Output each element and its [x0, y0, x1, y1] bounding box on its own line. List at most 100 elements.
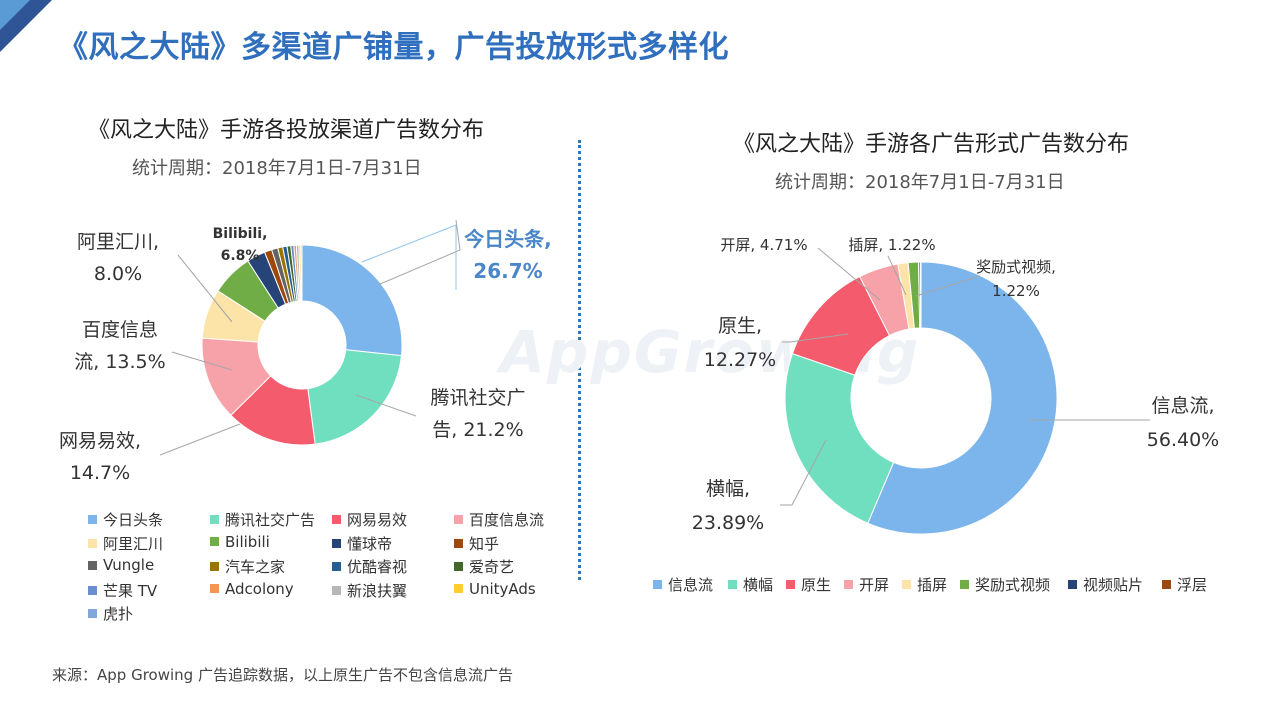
chart1-legend-label-4: 阿里汇川 — [103, 534, 164, 553]
chart2-legend-swatch-3 — [844, 580, 853, 589]
chart1-data-label-1: 腾讯社交广告, 21.2% — [430, 387, 525, 441]
chart1-legend-label-14: 新浪扶翼 — [347, 581, 408, 600]
chart1-legend-label-5: Bilibili — [225, 532, 270, 551]
chart1-legend-swatch-7 — [454, 538, 463, 548]
chart1-legend-label-7: 知乎 — [469, 534, 500, 553]
chart1-data-label-5: Bilibili, 6.8% — [213, 226, 268, 264]
chart1-legend-swatch-11 — [454, 562, 463, 571]
chart2-data-label-0: 信息流, 56.40% — [1147, 395, 1219, 451]
chart1-leader-2 — [159, 423, 241, 456]
chart1-legend-label-1: 腾讯社交广告 — [225, 511, 316, 529]
chart1-legend-swatch-9 — [210, 562, 219, 571]
chart1-legend-item-16: 虎扑 — [88, 603, 133, 624]
chart1-legend-item-3: 百度信息流 — [454, 509, 544, 530]
source-note: 来源：App Growing 广告追踪数据，以上原生广告不包含信息流广告 — [52, 666, 513, 684]
chart2-legend-swatch-7 — [1162, 580, 1171, 589]
chart1-leader-highlight — [361, 224, 457, 290]
chart1-subtitle: 统计周期：2018年7月1日-7月31日 — [132, 158, 422, 179]
chart1-slice-1 — [307, 349, 402, 445]
chart1-legend-item-6: 懂球帝 — [332, 533, 392, 554]
chart2-legend-item-6: 视频贴片 — [1068, 574, 1143, 595]
chart2-legend-item-5: 奖励式视频 — [960, 574, 1050, 595]
chart1-legend-swatch-10 — [332, 562, 341, 571]
chart1-legend-item-5: Bilibili — [210, 533, 270, 551]
chart1-legend-item-15: UnityAds — [454, 580, 536, 598]
chart1-legend-label-16: 虎扑 — [103, 605, 134, 623]
chart1-legend-swatch-14 — [332, 585, 341, 595]
page-title: 《风之大陆》多渠道广铺量，广告投放形式多样化 — [58, 30, 729, 65]
chart1-legend-swatch-15 — [454, 584, 463, 593]
chart1-legend-label-13: Adcolony — [225, 579, 294, 598]
chart1-legend-swatch-3 — [454, 515, 463, 524]
chart1-leader-0 — [377, 219, 461, 286]
chart1-legend-swatch-1 — [210, 515, 219, 524]
chart2-legend-label-3: 开屏 — [859, 576, 890, 594]
chart2-legend-swatch-6 — [1068, 580, 1077, 589]
chart2-legend-item-0: 信息流 — [653, 574, 713, 595]
chart2-legend-item-4: 插屏 — [902, 574, 947, 595]
chart1-legend-label-11: 爱奇艺 — [469, 558, 515, 576]
chart1-legend-swatch-16 — [88, 609, 97, 618]
chart2-data-label-2: 原生, 12.27% — [704, 315, 776, 371]
chart2-leader-1 — [780, 439, 827, 506]
chart2-leader-2 — [782, 333, 849, 343]
chart1-legend-item-2: 网易易效 — [332, 509, 407, 530]
chart1-leader-3 — [171, 351, 233, 371]
chart1-legend-label-0: 今日头条 — [103, 511, 164, 529]
chart1-legend-label-9: 汽车之家 — [225, 558, 286, 576]
chart2-legend-label-5: 奖励式视频 — [975, 576, 1051, 594]
chart2-legend-swatch-2 — [786, 580, 795, 589]
chart2-legend-swatch-0 — [653, 580, 662, 589]
chart2-slice-1 — [784, 352, 895, 524]
chart2-legend-label-6: 视频贴片 — [1083, 576, 1144, 594]
chart1-legend-item-13: Adcolony — [210, 580, 294, 598]
chart1-legend-item-7: 知乎 — [454, 533, 499, 554]
chart1-legend-item-0: 今日头条 — [88, 509, 163, 530]
chart1-legend-item-9: 汽车之家 — [210, 556, 285, 577]
chart2-legend-label-4: 插屏 — [917, 576, 948, 594]
chart2-leader-4 — [887, 255, 907, 296]
chart1-legend-swatch-4 — [88, 538, 97, 548]
chart1-data-label-4: 阿里汇川, 8.0% — [77, 231, 159, 285]
chart2-title: 《风之大陆》手游各广告形式广告数分布 — [733, 132, 1130, 157]
chart1-data-label-3: 百度信息流, 13.5% — [74, 319, 165, 373]
chart1-legend-label-12: 芒果 TV — [103, 581, 158, 600]
chart2-data-label-5: 奖励式视频, 1.22% — [976, 258, 1056, 300]
chart1-legend-swatch-6 — [332, 538, 341, 548]
chart1-legend-item-10: 优酷睿视 — [332, 556, 407, 577]
chart1-legend-item-8: Vungle — [88, 556, 154, 574]
chart2-legend-swatch-4 — [902, 580, 911, 589]
chart1-legend-label-10: 优酷睿视 — [347, 558, 408, 576]
chart2-legend-swatch-1 — [728, 580, 737, 589]
chart2-leader-3 — [817, 247, 881, 301]
section-divider — [578, 140, 581, 580]
chart1-legend-swatch-0 — [88, 515, 97, 524]
chart2-legend-item-7: 浮层 — [1162, 574, 1207, 595]
chart2-legend-label-0: 信息流 — [668, 576, 714, 594]
chart1-legend-label-3: 百度信息流 — [469, 511, 545, 529]
chart1-legend-swatch-13 — [210, 584, 219, 593]
chart1-title: 《风之大陆》手游各投放渠道广告数分布 — [88, 118, 485, 143]
chart2-data-label-3: 开屏, 4.71% — [720, 236, 807, 254]
chart2-data-label-1: 横幅, 23.89% — [692, 478, 764, 534]
chart1-data-label-0: 今日头条, 26.7% — [464, 227, 552, 283]
chart1-legend-swatch-2 — [332, 515, 341, 524]
chart2-legend-label-1: 横幅 — [743, 576, 774, 594]
chart1-legend-item-14: 新浪扶翼 — [332, 580, 407, 601]
chart1-legend-swatch-5 — [210, 537, 219, 546]
chart1-legend-item-12: 芒果 TV — [88, 580, 157, 601]
chart1-slice-16 — [300, 244, 303, 302]
chart2-slice-0 — [867, 261, 1058, 535]
chart1-legend-item-4: 阿里汇川 — [88, 533, 163, 554]
chart1-legend-item-11: 爱奇艺 — [454, 556, 514, 577]
chart1-legend-label-2: 网易易效 — [347, 511, 408, 529]
chart2-legend-label-7: 浮层 — [1177, 576, 1208, 594]
chart2-data-label-4: 插屏, 1.22% — [848, 236, 935, 254]
chart1-leader-4 — [177, 254, 233, 323]
chart2-legend-label-2: 原生 — [801, 576, 832, 594]
chart1-legend-label-15: UnityAds — [469, 579, 536, 598]
chart1-slice-0 — [301, 244, 403, 357]
chart2-legend-item-2: 原生 — [786, 574, 831, 595]
chart1-legend-swatch-12 — [88, 585, 97, 595]
